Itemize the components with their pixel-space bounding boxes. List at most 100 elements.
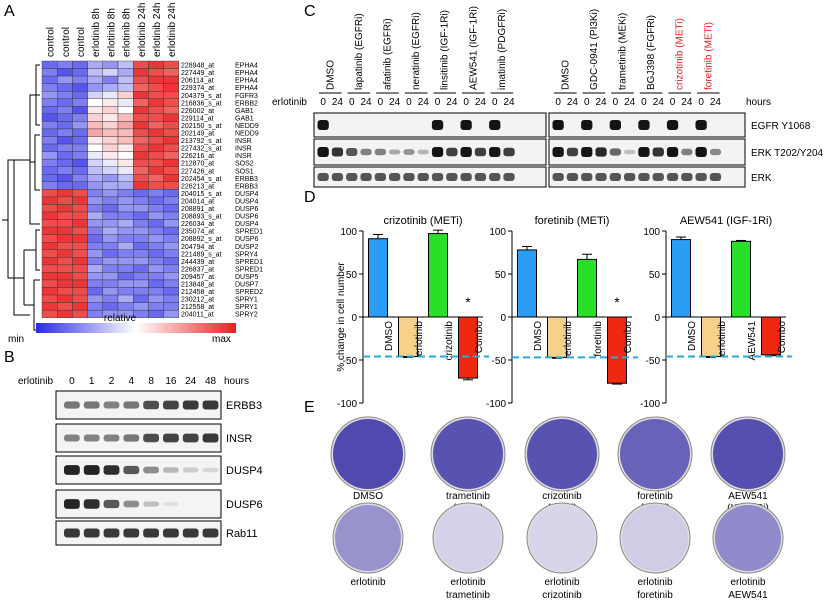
heatmap-gene-label: FGFR3 [235, 93, 258, 100]
heatmap-column-label: control [76, 27, 87, 57]
heatmap-cell [87, 204, 103, 213]
heatmap-cell [41, 98, 58, 107]
blot-b-band [202, 400, 219, 410]
heatmap-cell [57, 257, 73, 266]
heatmap-cell [117, 226, 134, 235]
heatmap-cell [87, 121, 103, 130]
heatmap-probe-label: 204011_at [181, 312, 214, 319]
heatmap-column-label: erlotinib 24h [152, 3, 163, 57]
blot-c-drug-label: afatinib (EGFRi) [383, 18, 394, 90]
heatmap-cell [41, 136, 58, 145]
panel-label-d: D [304, 189, 316, 206]
blot-c-drug-label: AEW541 (IGF-1Ri) [468, 6, 479, 90]
heatmap-cell [148, 302, 164, 311]
heatmap-cell [72, 166, 88, 175]
bar-chart-bar [517, 249, 537, 318]
heatmap-cell [102, 143, 119, 152]
heatmap-cell [102, 219, 119, 228]
heatmap-cell [132, 249, 149, 258]
heatmap-cell [102, 166, 119, 175]
heatmap-cell [148, 98, 164, 107]
heatmap-cell [102, 90, 119, 99]
well-label-line1: DMSO [353, 491, 383, 502]
heatmap-cell [87, 302, 103, 311]
heatmap-cell [102, 106, 119, 115]
dendrogram-branch [13, 159, 30, 316]
blot-b-band [64, 499, 80, 509]
heatmap-cell [57, 166, 73, 175]
heatmap-cell [132, 83, 149, 92]
heatmap-cell [102, 98, 119, 107]
well-stain [433, 419, 503, 489]
blot-c-band [431, 173, 444, 181]
blot-b-band [83, 434, 100, 442]
heatmap-cell [132, 90, 149, 99]
heatmap-cell [132, 234, 149, 243]
heatmap-cell [163, 128, 180, 137]
heatmap-cell [41, 151, 58, 160]
heatmap-cell [87, 151, 103, 160]
color-scale-min: min [8, 334, 24, 345]
blot-c-band [595, 147, 607, 157]
blot-c-band [609, 120, 621, 130]
heatmap-cell [132, 75, 149, 84]
blot-b-band [202, 528, 219, 538]
blot-b-timepoint: 1 [89, 376, 95, 387]
bar-chart-bar [671, 239, 691, 318]
heatmap-cell [41, 257, 58, 266]
heatmap-cell [87, 241, 103, 250]
heatmap-cell [41, 83, 58, 92]
blot-c-time: 24 [681, 97, 693, 108]
heatmap-cell [117, 249, 134, 258]
heatmap-cell [117, 181, 134, 190]
blot-c-time: 24 [360, 97, 372, 108]
heatmap-cell [163, 211, 180, 220]
heatmap-cell [102, 60, 119, 69]
blot-b-band [123, 528, 140, 538]
blot-b-band [143, 466, 159, 474]
heatmap-cell [132, 204, 149, 213]
heatmap-cell [87, 68, 103, 77]
heatmap-probe-label: 202150_s_at [181, 123, 222, 130]
heatmap-cell [57, 241, 73, 250]
blot-c-time: 24 [418, 97, 430, 108]
heatmap-column-label: control [46, 27, 57, 57]
blot-b-band [143, 400, 159, 410]
heatmap-cell [132, 226, 149, 235]
heatmap-cell [148, 226, 164, 235]
heatmap-cell [57, 309, 73, 318]
blot-c-band [389, 149, 401, 155]
heatmap-cell [41, 279, 58, 288]
blot-c-band [666, 173, 679, 181]
heatmap-cell [41, 121, 58, 130]
panel-label-c: C [304, 3, 316, 20]
blot-c-band [360, 173, 372, 181]
heatmap-cell [163, 68, 180, 77]
heatmap-cell [72, 158, 88, 167]
heatmap-gene-label: ERBB3 [235, 183, 258, 190]
heatmap-cell [148, 287, 164, 296]
blot-c-band [317, 147, 329, 157]
blot-c-time: 0 [435, 97, 441, 108]
heatmap-cell [148, 189, 164, 198]
heatmap-probe-label: 216836_s_at [181, 100, 222, 107]
well-stain [435, 505, 501, 571]
blot-c-band [652, 147, 664, 157]
blot-b-timepoint: 16 [165, 376, 177, 387]
bar-chart-category-label: DMSO [687, 321, 698, 351]
blot-b-treatment: erlotinib [18, 376, 53, 387]
heatmap-cell [72, 128, 88, 137]
heatmap-cell [132, 181, 149, 190]
blot-c-band [374, 148, 386, 156]
blot-c-drug-label: lapatinib (EGFRi) [354, 13, 365, 90]
blot-b-timepoint: 4 [129, 376, 135, 387]
heatmap-probe-label: 204794_at [181, 244, 214, 251]
heatmap-cell [72, 234, 88, 243]
bar-chart-category-label: Combo [623, 321, 634, 354]
bar-chart-bar [428, 233, 448, 318]
heatmap-cell [163, 113, 180, 122]
blot-c-band [666, 147, 679, 157]
heatmap-cell [117, 151, 134, 160]
heatmap-cell [72, 204, 88, 213]
heatmap-cell [87, 226, 103, 235]
